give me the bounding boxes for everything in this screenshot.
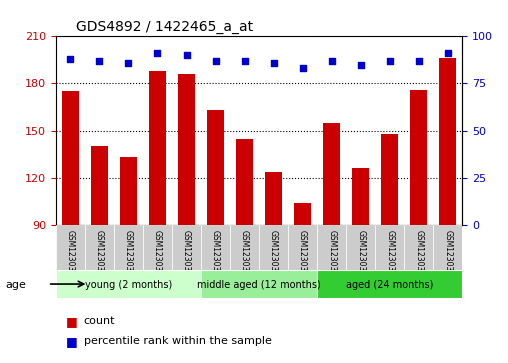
Bar xyxy=(410,90,427,225)
Text: GSM1230352: GSM1230352 xyxy=(95,230,104,281)
Bar xyxy=(294,203,311,225)
Text: GSM1230353: GSM1230353 xyxy=(124,230,133,281)
Text: GSM1230351: GSM1230351 xyxy=(66,230,75,281)
Point xyxy=(67,56,75,62)
FancyBboxPatch shape xyxy=(85,225,114,270)
Point xyxy=(357,62,365,68)
Text: ■: ■ xyxy=(66,315,78,328)
Text: GSM1230357: GSM1230357 xyxy=(240,230,249,281)
Bar xyxy=(439,58,457,225)
Point xyxy=(270,60,278,66)
Text: GSM1230355: GSM1230355 xyxy=(182,230,191,281)
FancyBboxPatch shape xyxy=(201,225,230,270)
Text: percentile rank within the sample: percentile rank within the sample xyxy=(84,336,272,346)
FancyBboxPatch shape xyxy=(433,225,462,270)
Text: GDS4892 / 1422465_a_at: GDS4892 / 1422465_a_at xyxy=(76,20,253,34)
FancyBboxPatch shape xyxy=(317,270,462,298)
FancyBboxPatch shape xyxy=(56,225,85,270)
FancyBboxPatch shape xyxy=(375,225,404,270)
FancyBboxPatch shape xyxy=(404,225,433,270)
Text: GSM1230360: GSM1230360 xyxy=(327,230,336,281)
Bar xyxy=(120,158,137,225)
Text: ■: ■ xyxy=(66,335,78,348)
Bar xyxy=(207,110,224,225)
Point xyxy=(211,58,219,64)
Text: GSM1230361: GSM1230361 xyxy=(356,230,365,281)
Point xyxy=(415,58,423,64)
FancyBboxPatch shape xyxy=(201,270,317,298)
Text: GSM1230354: GSM1230354 xyxy=(153,230,162,281)
Bar xyxy=(61,91,79,225)
FancyBboxPatch shape xyxy=(172,225,201,270)
Text: GSM1230356: GSM1230356 xyxy=(211,230,220,281)
FancyBboxPatch shape xyxy=(317,225,346,270)
Text: aged (24 months): aged (24 months) xyxy=(346,280,433,290)
Text: GSM1230358: GSM1230358 xyxy=(269,230,278,281)
Text: GSM1230362: GSM1230362 xyxy=(385,230,394,281)
Point xyxy=(299,65,307,71)
FancyBboxPatch shape xyxy=(230,225,259,270)
FancyBboxPatch shape xyxy=(114,225,143,270)
Bar xyxy=(323,123,340,225)
Bar xyxy=(352,168,369,225)
FancyBboxPatch shape xyxy=(346,225,375,270)
Point xyxy=(328,58,336,64)
Point xyxy=(96,58,104,64)
Text: age: age xyxy=(5,280,26,290)
Point xyxy=(153,50,162,56)
Text: count: count xyxy=(84,316,115,326)
Bar xyxy=(178,74,195,225)
Text: middle aged (12 months): middle aged (12 months) xyxy=(197,280,321,290)
Point xyxy=(124,60,133,66)
FancyBboxPatch shape xyxy=(56,270,201,298)
Point xyxy=(443,50,452,56)
FancyBboxPatch shape xyxy=(259,225,288,270)
Bar xyxy=(236,139,253,225)
Text: GSM1230364: GSM1230364 xyxy=(443,230,452,281)
Bar xyxy=(149,71,166,225)
FancyBboxPatch shape xyxy=(143,225,172,270)
Bar xyxy=(91,146,108,225)
Text: GSM1230363: GSM1230363 xyxy=(414,230,423,281)
Bar xyxy=(265,172,282,225)
Bar xyxy=(381,134,398,225)
FancyBboxPatch shape xyxy=(288,225,317,270)
Point xyxy=(182,52,190,58)
Point xyxy=(240,58,248,64)
Point xyxy=(386,58,394,64)
Text: young (2 months): young (2 months) xyxy=(85,280,172,290)
Text: GSM1230359: GSM1230359 xyxy=(298,230,307,281)
